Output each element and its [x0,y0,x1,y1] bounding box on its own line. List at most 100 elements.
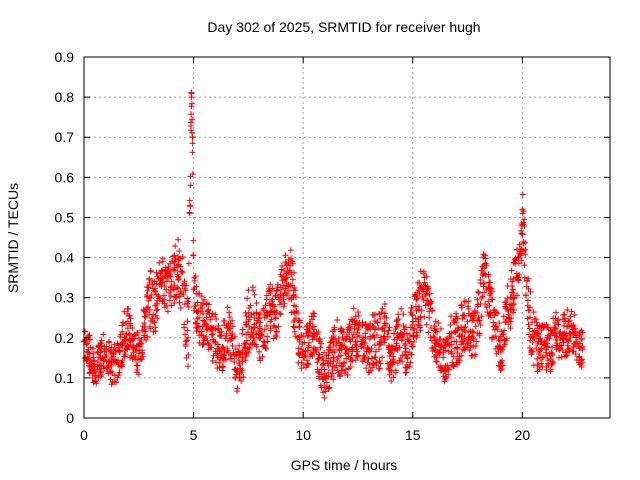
x-tick-label: 0 [80,427,88,443]
data-point [185,298,192,305]
data-point [280,282,287,289]
data-point [194,320,201,327]
data-point [381,300,388,307]
data-point [198,293,205,300]
data-point [445,366,452,373]
data-point [188,103,195,110]
data-point [318,366,325,373]
data-point [531,316,538,323]
data-point [295,350,302,357]
data-point [525,321,532,328]
data-point [120,319,127,326]
data-point [378,309,385,316]
data-point [381,339,388,346]
data-point [413,296,420,303]
data-point [253,300,260,307]
data-point [203,314,210,321]
data-point [313,329,320,336]
data-point [249,284,256,291]
data-point [125,343,132,350]
data-point [220,317,227,324]
data-point [264,333,271,340]
data-point [291,284,298,291]
data-point [514,292,521,299]
data-point [340,329,347,336]
data-point [404,336,411,343]
data-point [89,363,96,370]
data-point [420,270,427,277]
x-tick-label: 20 [515,427,531,443]
data-point [182,343,189,350]
data-point [282,259,289,266]
data-point [242,357,249,364]
data-point [387,350,394,357]
data-point [190,252,197,259]
data-point [350,305,357,312]
data-point [149,285,156,292]
data-point [346,321,353,328]
data-point [276,301,283,308]
data-point [292,333,299,340]
data-point [126,331,133,338]
data-point [560,339,567,346]
data-point [262,344,269,351]
data-point [508,267,515,274]
data-point [416,279,423,286]
data-point [570,344,577,351]
data-point [376,365,383,372]
data-point [329,336,336,343]
data-point [126,312,133,319]
data-point [543,343,550,350]
data-point [476,332,483,339]
data-point [183,282,190,289]
data-point [181,324,188,331]
data-point [451,329,458,336]
data-point [256,348,263,355]
data-point [571,340,578,347]
data-point [146,323,153,330]
data-point [103,351,110,358]
data-point [496,320,503,327]
data-point [428,298,435,305]
data-point [258,330,265,337]
data-point [498,366,505,373]
data-point [95,374,102,381]
data-point [177,263,184,270]
data-point [566,317,573,324]
data-point [547,368,554,375]
y-tick-label: 0.2 [55,330,75,346]
data-point [273,309,280,316]
data-point [189,171,196,178]
data-point [364,325,371,332]
data-point [492,345,499,352]
data-point [386,324,393,331]
data-point [98,369,105,376]
data-point [385,342,392,349]
data-point [107,349,114,356]
data-point [189,133,196,140]
data-point [425,329,432,336]
data-point [507,325,514,332]
data-point [297,319,304,326]
data-point [441,378,448,385]
data-point [547,331,554,338]
data-point [159,267,166,274]
data-point [571,311,578,318]
data-point [246,323,253,330]
data-point [119,339,126,346]
data-point [305,361,312,368]
data-point [563,351,570,358]
data-point [402,342,409,349]
data-point [393,340,400,347]
data-point [122,345,129,352]
data-point [330,376,337,383]
data-point [394,323,401,330]
data-point [286,295,293,302]
data-point [153,307,160,314]
data-point [535,330,542,337]
data-point [379,305,386,312]
data-point [421,314,428,321]
data-point [368,355,375,362]
data-point [450,353,457,360]
data-point [272,315,279,322]
